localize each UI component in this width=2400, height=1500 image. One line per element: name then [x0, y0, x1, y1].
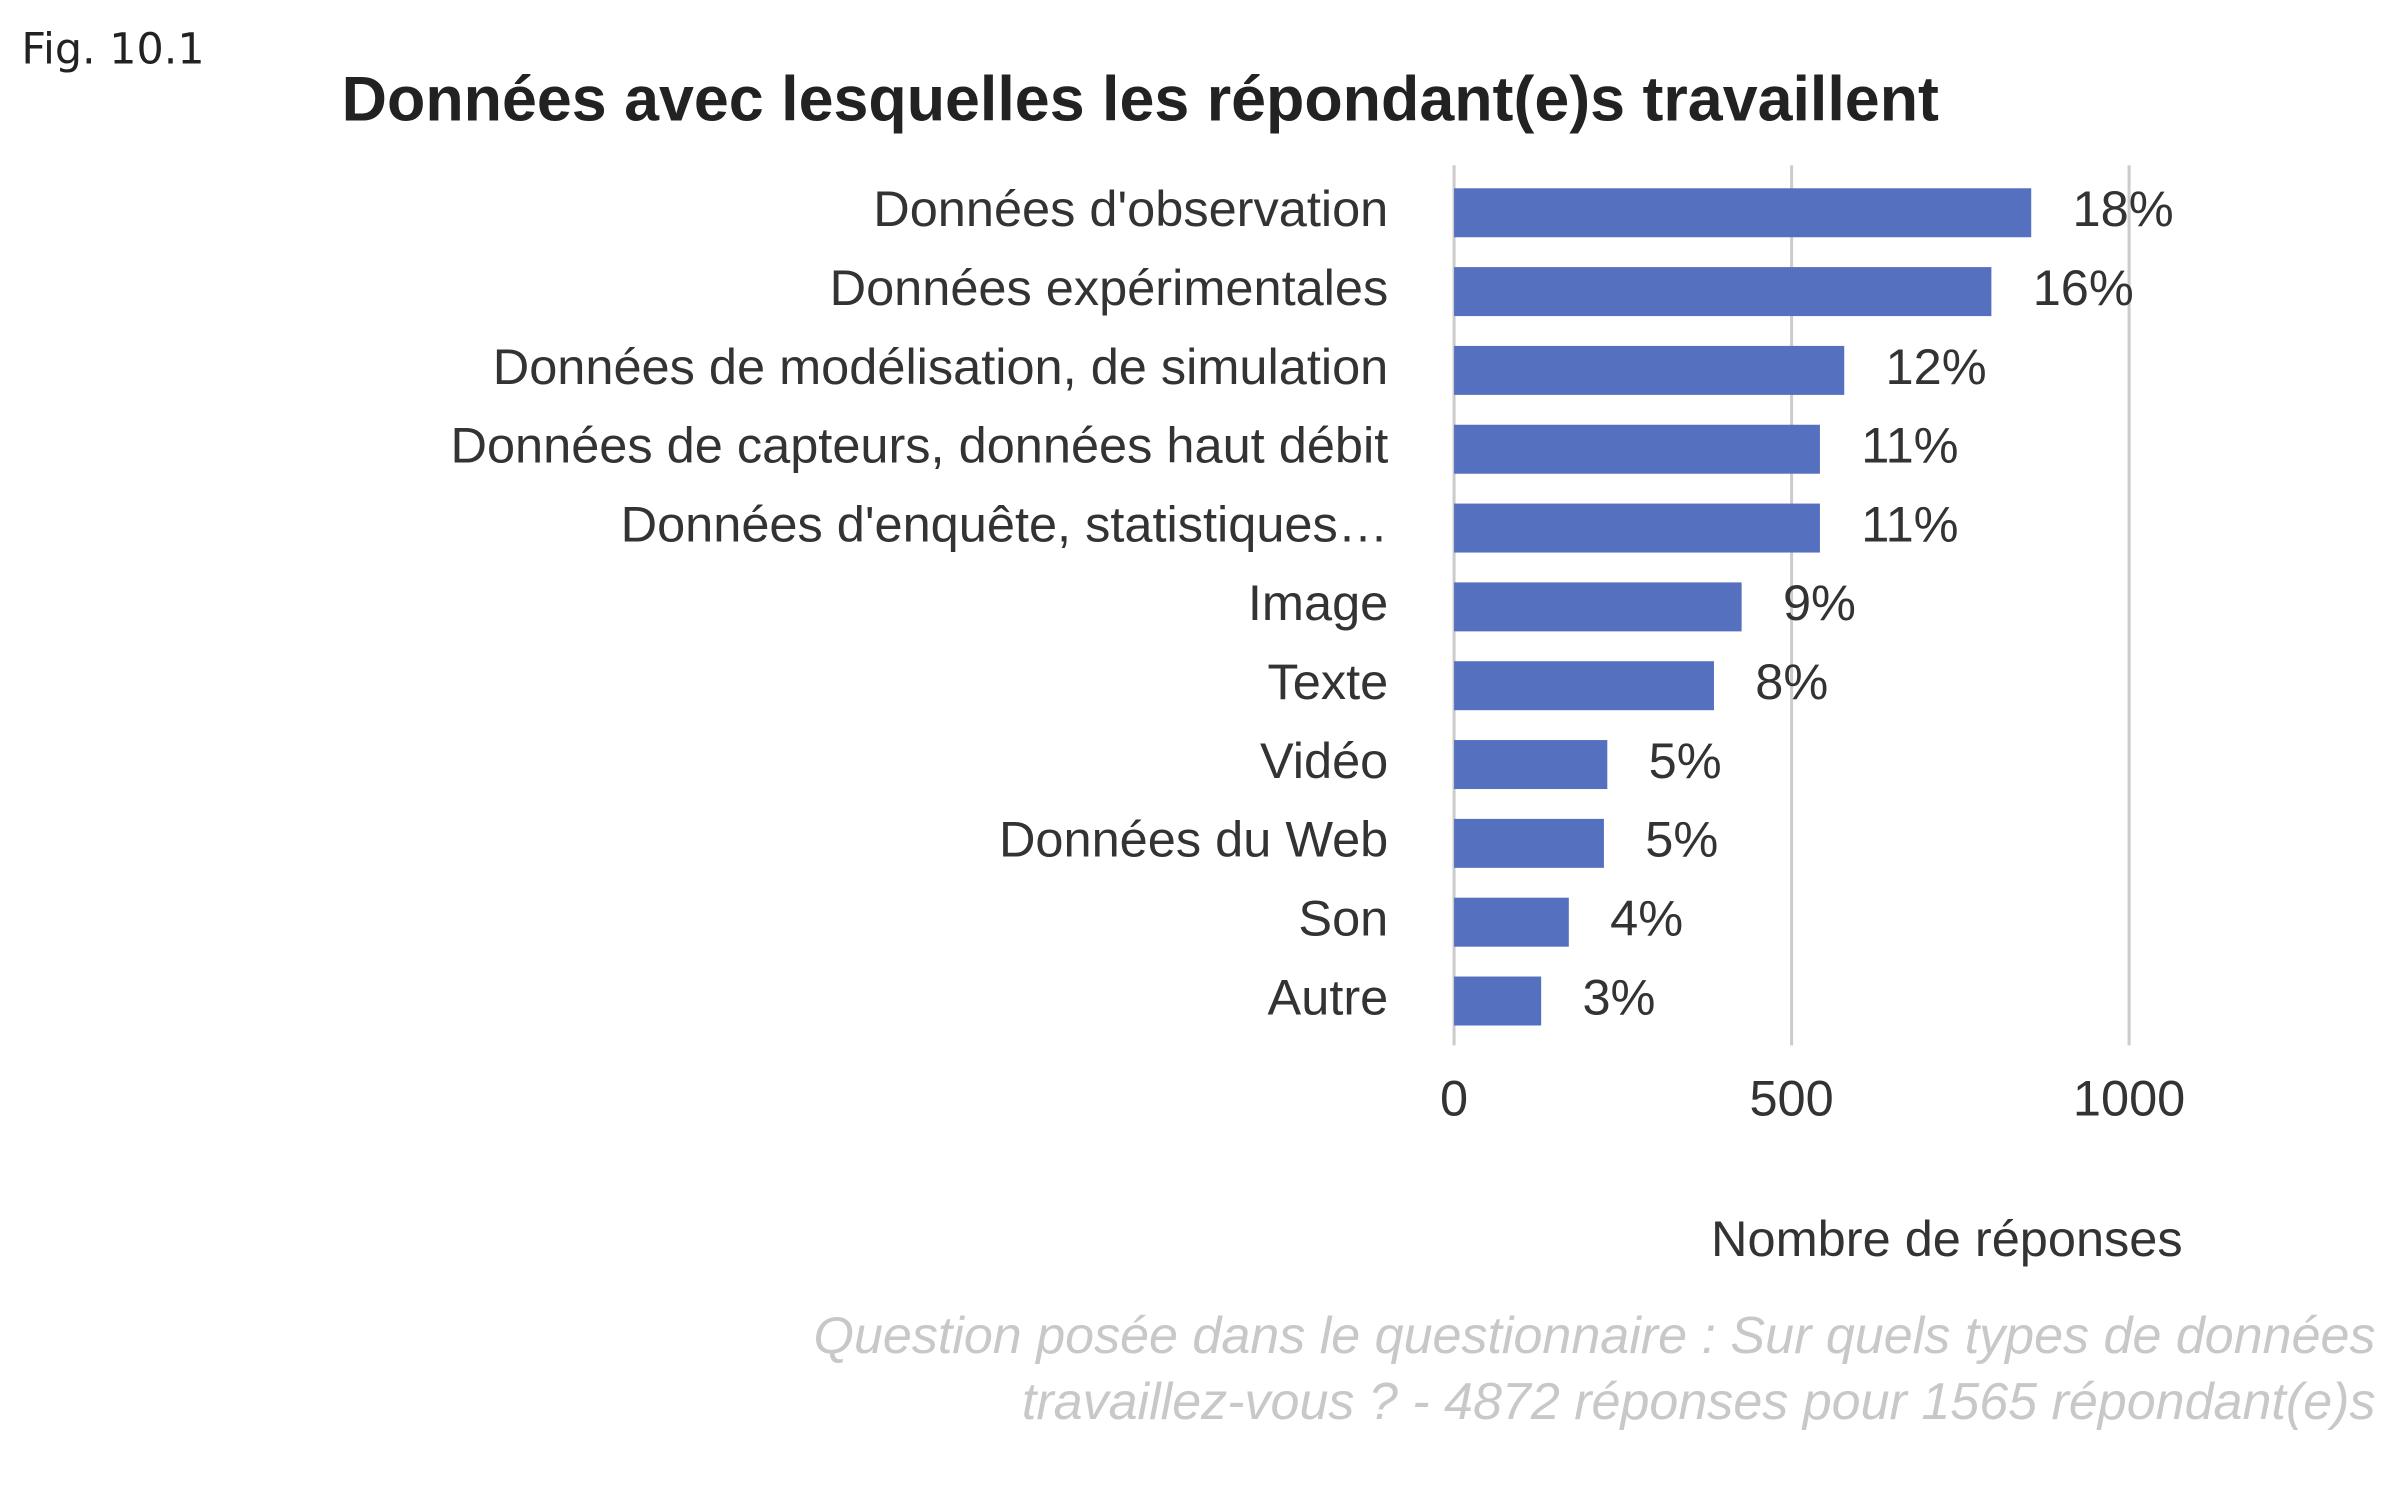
- value-label: 12%: [1886, 338, 1987, 395]
- chart-title: Données avec lesquelles les répondant(e)…: [342, 65, 1939, 135]
- bar: [1454, 818, 1604, 868]
- caption-line: travaillez-vous ? - 4872 réponses pour 1…: [1022, 1373, 2376, 1431]
- value-label: 3%: [1582, 968, 1655, 1025]
- y-tick-label: Données expérimentales: [830, 259, 1389, 316]
- bar: [1454, 188, 2032, 238]
- bar: [1454, 897, 1569, 947]
- y-tick-label: Vidéo: [1260, 732, 1388, 789]
- value-label: 5%: [1645, 811, 1718, 868]
- y-tick-label: Données de capteurs, données haut débit: [450, 417, 1388, 474]
- bar: [1454, 976, 1542, 1026]
- value-label: 4%: [1610, 890, 1683, 947]
- value-label: 11%: [1861, 417, 1958, 474]
- x-tick-label: 1000: [2073, 1069, 2185, 1126]
- x-axis-label: Nombre de réponses: [1711, 1210, 2183, 1267]
- bar: [1454, 503, 1820, 553]
- y-tick-label: Données d'observation: [873, 180, 1388, 237]
- y-tick-label: Autre: [1268, 968, 1389, 1025]
- y-tick-label: Image: [1248, 574, 1388, 631]
- y-tick-label: Données d'enquête, statistiques…: [621, 495, 1389, 552]
- figure-label: Fig. 10.1: [21, 25, 204, 75]
- value-label: 18%: [2073, 180, 2174, 237]
- x-tick-label: 500: [1749, 1069, 1833, 1126]
- value-label: 11%: [1861, 495, 1958, 552]
- value-label: 5%: [1649, 732, 1722, 789]
- y-tick-label: Son: [1298, 890, 1388, 947]
- x-tick-label: 0: [1440, 1069, 1468, 1126]
- value-label: 16%: [2033, 259, 2134, 316]
- value-label: 9%: [1783, 574, 1856, 631]
- value-label: 8%: [1755, 653, 1828, 710]
- bar: [1454, 582, 1742, 632]
- y-tick-label: Texte: [1268, 653, 1389, 710]
- bar: [1454, 740, 1608, 790]
- y-tick-label: Données du Web: [999, 811, 1388, 868]
- bar: [1454, 267, 1992, 317]
- bar: [1454, 424, 1820, 474]
- bar: [1454, 661, 1714, 711]
- bar: [1454, 345, 1845, 395]
- y-tick-label: Données de modélisation, de simulation: [493, 338, 1389, 395]
- caption-line: Question posée dans le questionnaire : S…: [813, 1307, 2375, 1365]
